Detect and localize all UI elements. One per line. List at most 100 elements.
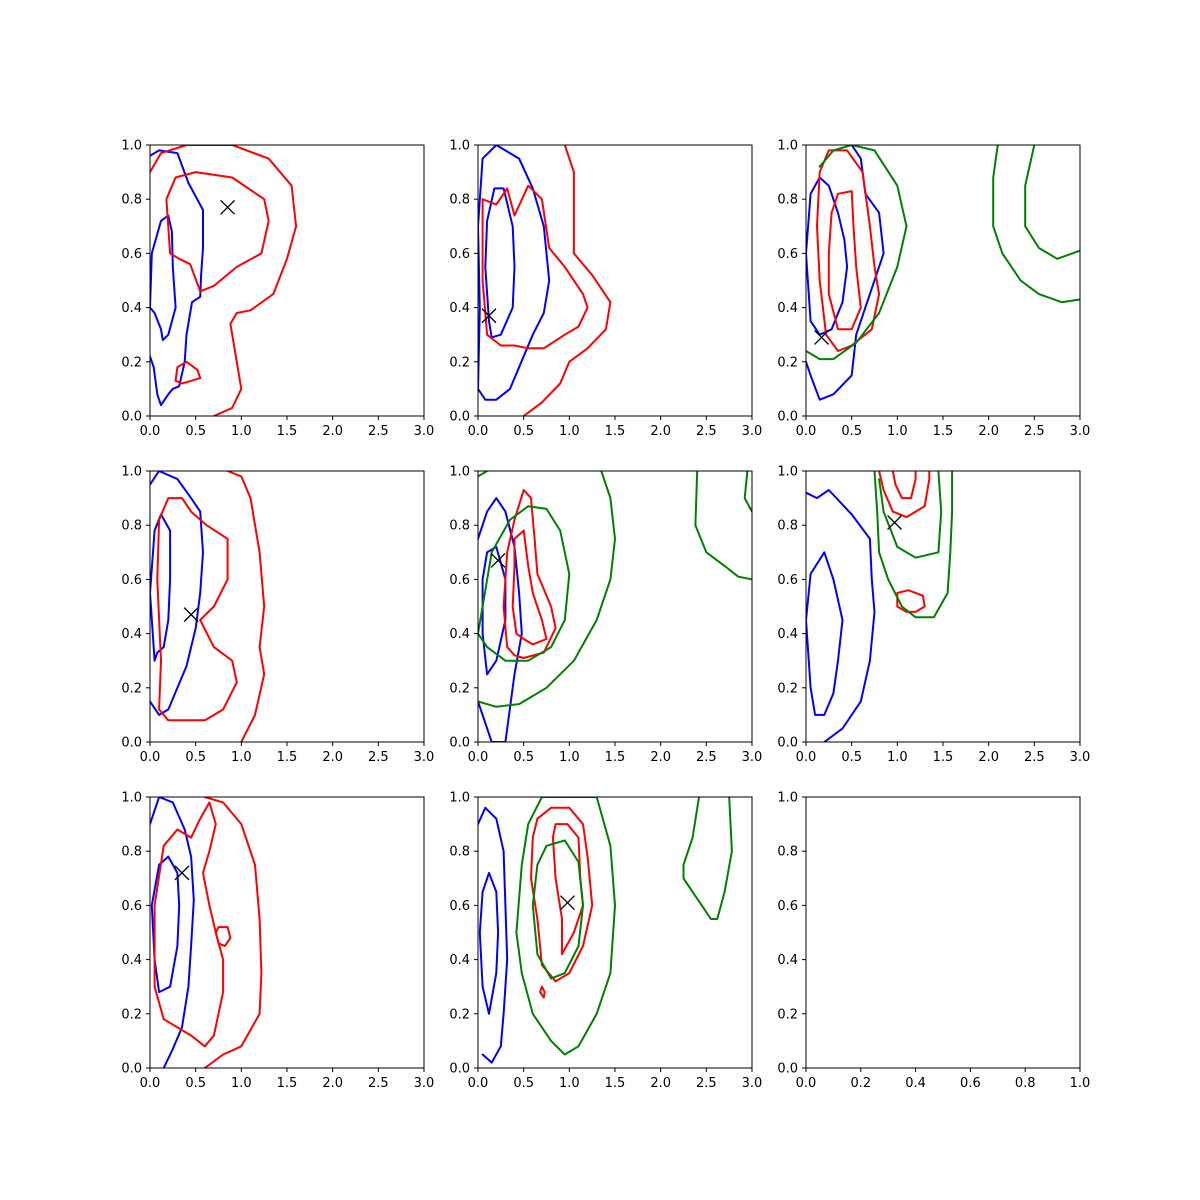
- x-tick-label: 0.5: [513, 1076, 534, 1091]
- y-tick-label: 0.4: [449, 627, 470, 642]
- y-tick-label: 0.8: [777, 845, 798, 860]
- red-contour-line: [896, 589, 926, 613]
- x-tick-label: 2.5: [368, 750, 389, 765]
- x-tick-label: 0.0: [140, 1076, 161, 1091]
- y-tick-label: 0.8: [121, 519, 142, 534]
- red-contour-line: [174, 360, 202, 385]
- plot-area: [150, 797, 263, 1068]
- green-contour-line: [992, 145, 1080, 304]
- subplot-9: 0.0 0.2 0.4 0.6 0.8 1.0 0.0 0.2 0.4 0.6 0.8 1.0: [777, 791, 1090, 1092]
- y-tick-label: 0.0: [449, 736, 470, 751]
- y-tick-label: 0.2: [121, 681, 142, 696]
- y-tick-label: 0.8: [777, 519, 798, 534]
- x-tick-label: 1.5: [277, 424, 298, 439]
- y-tick-label: 0.0: [777, 410, 798, 425]
- x-tick-label: 3.0: [742, 750, 763, 765]
- x-tick-label: 1.5: [605, 1076, 626, 1091]
- x-tick-label: 3.0: [742, 1076, 763, 1091]
- y-tick-label: 0.6: [777, 247, 798, 262]
- y-tick-label: 0.6: [449, 899, 470, 914]
- red-contour-line: [522, 145, 612, 416]
- red-contour-line: [481, 184, 589, 350]
- x-tick-label: 1.0: [887, 424, 908, 439]
- y-tick-label: 0.4: [121, 301, 142, 316]
- x-tick-label: 3.0: [742, 424, 763, 439]
- x-tick-label: 1.0: [231, 750, 252, 765]
- x-tick-label: 2.0: [322, 424, 343, 439]
- x-tick-label: 0.0: [140, 750, 161, 765]
- plot-area: [150, 145, 298, 416]
- red-contour-line: [878, 471, 931, 519]
- x-tick-label: 0.0: [468, 424, 489, 439]
- y-tick-label: 0.2: [121, 355, 142, 370]
- x-tick-label: 1.0: [887, 750, 908, 765]
- y-tick-label: 0.0: [777, 1062, 798, 1077]
- x-tick-label: 1.5: [933, 424, 954, 439]
- blue-contour-line: [478, 497, 523, 742]
- blue-contour-line: [478, 871, 500, 1015]
- blue-contour-line: [806, 489, 876, 742]
- red-contour-line: [153, 801, 225, 1048]
- y-tick-label: 1.0: [777, 791, 798, 806]
- y-tick-label: 0.6: [777, 899, 798, 914]
- x-marker: [814, 329, 829, 345]
- x-tick-label: 0.8: [1015, 1076, 1036, 1091]
- green-contour-line: [1024, 145, 1080, 260]
- subplot-6: 0.0 0.5 1.0 1.5 2.0 2.5 3.0 0.0 0.2 0.4 0.6 0.8 1.0: [777, 465, 1090, 766]
- red-contour-line: [150, 145, 298, 416]
- y-tick-label: 0.4: [121, 953, 142, 968]
- y-tick-label: 0.0: [121, 410, 142, 425]
- x-tick-label: 0.5: [841, 424, 862, 439]
- green-contour-line: [873, 471, 954, 619]
- green-contour-line: [806, 145, 908, 361]
- red-contour-line: [530, 806, 594, 983]
- x-marker: [174, 865, 190, 881]
- x-tick-label: 1.5: [277, 750, 298, 765]
- green-contour-line: [478, 505, 571, 662]
- y-tick-label: 0.6: [121, 899, 142, 914]
- y-tick-label: 0.6: [449, 573, 470, 588]
- y-tick-label: 0.2: [777, 355, 798, 370]
- y-tick-label: 1.0: [121, 139, 142, 154]
- y-tick-label: 1.0: [449, 791, 470, 806]
- x-tick-label: 1.0: [1070, 1076, 1091, 1091]
- x-tick-label: 0.0: [140, 424, 161, 439]
- x-tick-label: 1.0: [231, 424, 252, 439]
- y-tick-label: 0.0: [121, 1062, 142, 1077]
- y-tick-label: 0.6: [121, 573, 142, 588]
- y-tick-label: 0.2: [777, 1007, 798, 1022]
- x-tick-label: 3.0: [414, 750, 435, 765]
- y-tick-label: 1.0: [777, 139, 798, 154]
- red-contour-line: [827, 190, 862, 331]
- subplot-5: 0.0 0.5 1.0 1.5 2.0 2.5 3.0 0.0 0.2 0.4 0.6 0.8 1.0: [449, 465, 762, 766]
- blue-contour-line: [484, 187, 516, 339]
- blue-contour-line: [150, 214, 177, 342]
- green-contour-line: [515, 797, 616, 1056]
- y-tick-label: 0.2: [449, 681, 470, 696]
- x-tick-label: 0.4: [905, 1076, 926, 1091]
- plot-area: [806, 471, 954, 742]
- x-tick-label: 0.5: [513, 424, 534, 439]
- blue-contour-line: [481, 545, 507, 676]
- x-marker: [183, 607, 199, 623]
- red-contour-line: [156, 497, 238, 722]
- y-tick-label: 0.8: [449, 193, 470, 208]
- axes-frame: [805, 144, 1081, 417]
- red-contour-line: [816, 149, 881, 352]
- plot-area: [478, 797, 733, 1064]
- y-tick-label: 0.2: [449, 1007, 470, 1022]
- y-tick-label: 0.8: [777, 193, 798, 208]
- x-tick-label: 2.0: [322, 1076, 343, 1091]
- red-contour-line: [891, 471, 917, 500]
- y-tick-label: 0.0: [777, 736, 798, 751]
- y-tick-label: 0.8: [121, 193, 142, 208]
- blue-contour-line: [150, 797, 195, 1068]
- x-tick-label: 2.5: [1024, 424, 1045, 439]
- x-tick-label: 1.0: [559, 1076, 580, 1091]
- x-tick-label: 1.0: [559, 750, 580, 765]
- green-contour-line: [478, 471, 616, 708]
- y-tick-label: 0.2: [449, 355, 470, 370]
- subplot-8: 0.0 0.5 1.0 1.5 2.0 2.5 3.0 0.0 0.2 0.4 0.6 0.8 1.0: [449, 791, 762, 1092]
- y-tick-label: 0.2: [777, 681, 798, 696]
